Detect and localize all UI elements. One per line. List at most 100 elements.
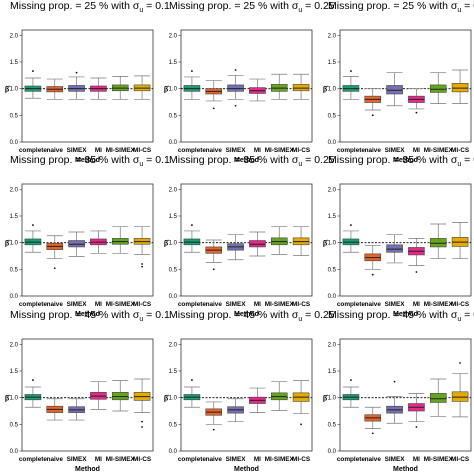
x-axis-label: Method bbox=[234, 311, 259, 318]
box-naive bbox=[364, 244, 382, 276]
panel-title: Missing prop. = 25 % with σu = 0.5 bbox=[328, 0, 474, 14]
outlier-point bbox=[32, 379, 34, 381]
box-MI bbox=[249, 387, 266, 413]
x-tick-label: MI-SIMEX bbox=[106, 147, 136, 154]
y-tick-label: 0.0 bbox=[328, 294, 337, 300]
box-SIMEX bbox=[386, 72, 403, 107]
panel-title: Missing prop. = 35 % with σu = 0.1 bbox=[10, 154, 170, 168]
x-tick-label: MI bbox=[95, 147, 102, 154]
box-MI-CS bbox=[451, 69, 469, 104]
box-SIMEX bbox=[68, 231, 85, 257]
panel-frame bbox=[21, 338, 154, 452]
panel-frame bbox=[339, 183, 472, 297]
x-tick-label: complete bbox=[178, 456, 207, 463]
outlier-point bbox=[371, 114, 374, 117]
x-tick-label: MI-SIMEX bbox=[424, 147, 454, 154]
box-naive bbox=[364, 88, 382, 117]
x-tick-label: MI-SIMEX bbox=[265, 301, 295, 308]
y-axis-label: β̂ bbox=[164, 240, 170, 248]
x-axis-label: Method bbox=[234, 157, 259, 164]
y-tick-label: 1.5 bbox=[169, 60, 178, 66]
x-tick-label: complete bbox=[19, 147, 48, 154]
panel-7: Missing prop. = 45 % with σu = 0.1 0.0 0.5… bbox=[5, 309, 170, 473]
box-MI-CS bbox=[292, 380, 310, 426]
x-tick-label: SIMEX bbox=[226, 147, 247, 154]
box-naive bbox=[46, 235, 64, 270]
x-tick-label: MI-SIMEX bbox=[265, 147, 295, 154]
outlier-point bbox=[350, 224, 352, 226]
panel-8: Missing prop. = 45 % with σu = 0.25 0.0 0.… bbox=[164, 309, 335, 473]
x-axis-label: Method bbox=[75, 157, 100, 164]
x-tick-label: complete bbox=[337, 456, 366, 463]
x-tick-label: MI bbox=[254, 147, 261, 154]
box-MI-CS bbox=[292, 226, 310, 256]
y-tick-label: 1.5 bbox=[169, 369, 178, 375]
y-tick-label: 0.5 bbox=[328, 267, 337, 273]
box-MI bbox=[249, 78, 266, 102]
panel-frame bbox=[180, 183, 313, 297]
box-complete bbox=[183, 70, 201, 100]
box-naive bbox=[364, 406, 382, 435]
x-tick-label: MI bbox=[95, 301, 102, 308]
x-tick-label: naive bbox=[206, 456, 223, 463]
y-tick-label: 2.0 bbox=[10, 342, 19, 348]
box-MI-SIMEX bbox=[429, 72, 447, 104]
panel-title: Missing prop. = 35 % with σu = 0.5 bbox=[328, 154, 474, 168]
x-tick-label: MI-CS bbox=[451, 456, 470, 463]
box-body bbox=[451, 391, 469, 402]
box-body bbox=[386, 244, 403, 253]
y-axis-label: β̂ bbox=[164, 86, 170, 94]
box-MI-SIMEX bbox=[270, 73, 288, 100]
x-axis-label: Method bbox=[234, 466, 259, 473]
x-tick-label: complete bbox=[178, 147, 207, 154]
box-body bbox=[292, 84, 310, 92]
box-SIMEX bbox=[227, 234, 244, 261]
panel-title: Missing prop. = 35 % with σu = 0.25 bbox=[169, 154, 335, 168]
x-tick-label: naive bbox=[47, 301, 64, 308]
y-tick-label: 1.5 bbox=[10, 369, 19, 375]
panel-title: Missing prop. = 45 % with σu = 0.5 bbox=[328, 309, 474, 323]
y-tick-label: 0.5 bbox=[169, 113, 178, 119]
y-tick-label: 1.0 bbox=[10, 241, 19, 247]
x-tick-label: MI-CS bbox=[451, 147, 470, 154]
x-tick-label: naive bbox=[47, 147, 64, 154]
box-SIMEX bbox=[227, 69, 244, 107]
y-tick-label: 0.5 bbox=[169, 267, 178, 273]
y-tick-label: 2.0 bbox=[169, 33, 178, 39]
x-tick-label: MI-CS bbox=[133, 147, 152, 154]
outlier-point bbox=[234, 69, 237, 71]
box-complete bbox=[24, 379, 42, 408]
y-tick-label: 0.0 bbox=[10, 140, 19, 146]
box-complete bbox=[342, 224, 360, 253]
panel-5: Missing prop. = 35 % with σu = 0.25 0.0 0.… bbox=[164, 154, 335, 318]
x-tick-label: complete bbox=[19, 456, 48, 463]
y-tick-label: 1.5 bbox=[10, 60, 19, 66]
box-body bbox=[386, 85, 403, 95]
y-tick-label: 0.5 bbox=[10, 267, 19, 273]
y-tick-label: 0.0 bbox=[10, 449, 19, 455]
box-MI-SIMEX bbox=[429, 223, 447, 260]
panel-frame bbox=[339, 29, 472, 143]
x-tick-label: MI-SIMEX bbox=[106, 456, 136, 463]
outlier-point bbox=[53, 267, 56, 270]
y-tick-label: 0.5 bbox=[10, 422, 19, 428]
outlier-point bbox=[191, 70, 193, 72]
y-tick-label: 0.0 bbox=[10, 294, 19, 300]
x-tick-label: MI bbox=[413, 301, 420, 308]
box-complete bbox=[24, 70, 42, 99]
outlier-point bbox=[415, 271, 418, 273]
x-tick-label: SIMEX bbox=[226, 456, 247, 463]
x-tick-label: SIMEX bbox=[385, 456, 406, 463]
y-tick-label: 2.0 bbox=[328, 187, 337, 193]
x-axis-label: Method bbox=[393, 466, 418, 473]
y-tick-label: 1.0 bbox=[10, 396, 19, 402]
panel-frame bbox=[339, 338, 472, 452]
panel-6: Missing prop. = 35 % with σu = 0.5 0.0 0.5… bbox=[323, 154, 474, 318]
y-tick-label: 1.5 bbox=[169, 214, 178, 220]
panel-frame bbox=[180, 29, 313, 143]
y-axis-label: β̂ bbox=[5, 395, 11, 403]
x-tick-label: MI-CS bbox=[451, 301, 470, 308]
y-tick-label: 1.0 bbox=[328, 241, 337, 247]
y-tick-label: 1.5 bbox=[10, 214, 19, 220]
x-tick-label: naive bbox=[365, 301, 382, 308]
